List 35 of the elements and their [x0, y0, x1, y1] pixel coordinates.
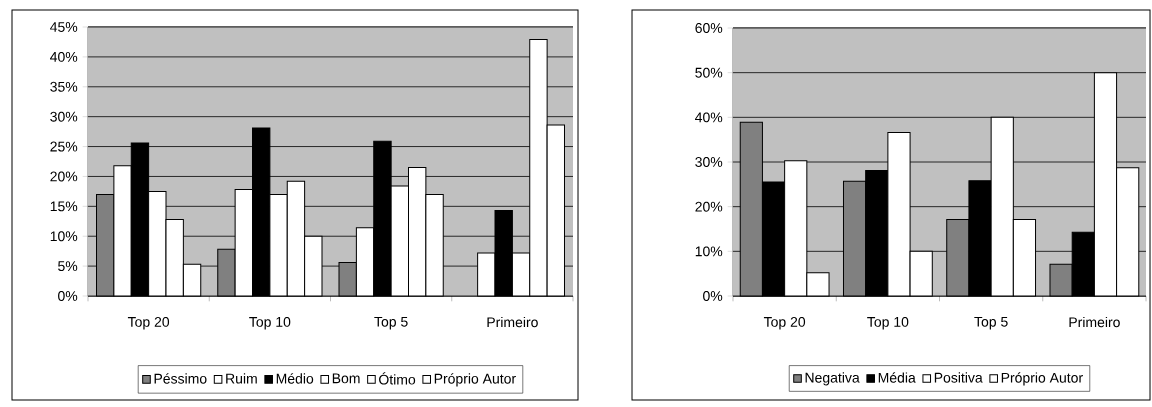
legend-label: Péssimo	[154, 373, 207, 384]
y-tick-label: 35%	[50, 81, 78, 92]
x-tick-label: Top 5	[374, 316, 408, 330]
x-tick-label: Top 10	[867, 316, 909, 330]
legend-label: Positiva	[934, 372, 983, 383]
y-tick-label: 45%	[50, 22, 78, 32]
y-tick-label: 30%	[50, 111, 78, 122]
x-tick-label: Top 10	[249, 316, 291, 330]
legend-label: Média	[878, 372, 916, 383]
y-tick-label: 5%	[58, 261, 78, 272]
y-tick-label: 10%	[50, 231, 78, 242]
x-tick-label: Primeiro	[487, 316, 538, 328]
x-tick-label: Top 5	[974, 316, 1008, 330]
y-tick-label: 25%	[50, 141, 78, 152]
y-tick-label: 20%	[50, 171, 78, 182]
y-tick-label: 0%	[58, 291, 78, 301]
y-tick-label: 30%	[695, 157, 723, 167]
y-tick-label: 40%	[695, 112, 723, 123]
y-tick-label: 15%	[50, 201, 78, 212]
y-tick-label: 10%	[695, 246, 723, 257]
y-tick-label: 50%	[695, 67, 723, 78]
y-tick-label: 40%	[50, 51, 78, 62]
legend-label: Ruim	[226, 373, 257, 384]
y-tick-label: 20%	[695, 201, 723, 212]
legend-label: Bom	[332, 373, 360, 384]
y-tick-label: 0%	[703, 291, 723, 301]
x-tick-label: Top 20	[127, 316, 170, 330]
legend-label: Negativa	[805, 372, 860, 386]
x-tick-label: Top 20	[763, 316, 806, 330]
legend-label: Próprio Autor	[434, 373, 516, 387]
legend-label: Médio	[276, 373, 314, 384]
legend-label: Ótimo	[379, 372, 416, 385]
y-tick-label: 60%	[695, 23, 723, 33]
legend-label: Próprio Autor	[1001, 372, 1083, 386]
x-tick-label: Primeiro	[1069, 316, 1120, 328]
